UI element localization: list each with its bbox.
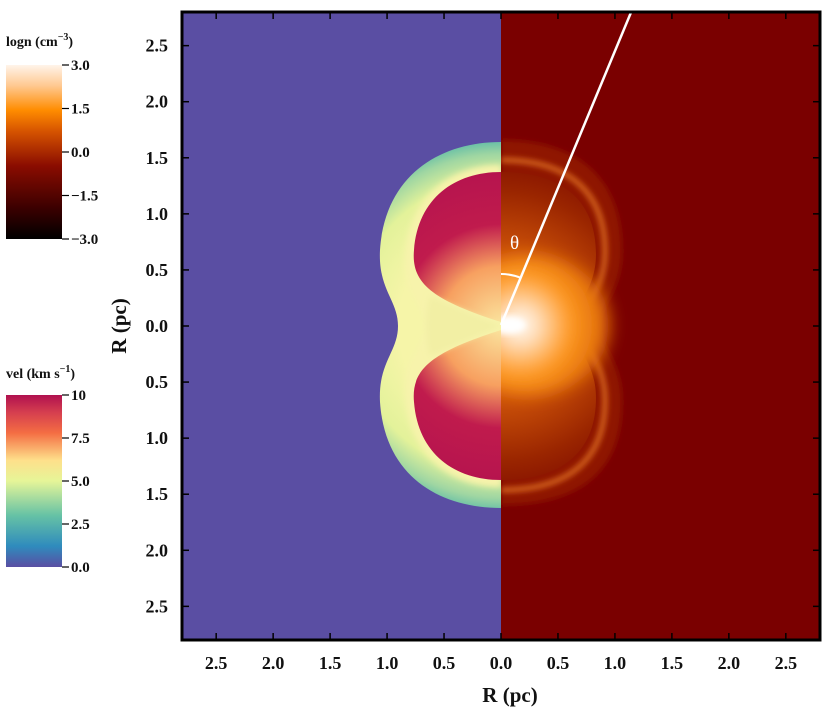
x-tick-label: 1.5 xyxy=(661,653,684,673)
density-central-spot xyxy=(501,316,526,334)
y-axis-title: R (pc) xyxy=(107,298,131,353)
velocity-lower-lobe xyxy=(413,330,501,480)
colorbar-tick-label: 1.5 xyxy=(71,102,90,118)
y-tick-label: 2.0 xyxy=(146,540,169,560)
y-tick-label: 0.5 xyxy=(146,372,169,392)
density-colorbar-gradient xyxy=(6,65,62,239)
x-tick-label: 2.5 xyxy=(205,653,228,673)
colorbar-tick-label: 5.0 xyxy=(71,474,90,490)
y-tick-label: 0.0 xyxy=(146,316,169,336)
velocity-colorbar: vel (km s−1) 10 7.5 5.0 2.5 0.0 xyxy=(6,364,90,576)
colorbar-tick-label: 3.0 xyxy=(71,58,90,74)
y-tick-label: 2.5 xyxy=(146,36,169,56)
y-tick-label: 2.0 xyxy=(146,92,169,112)
y-axis-ticks: 2.5 2.0 1.5 1.0 0.5 0.0 0.5 1.0 1.5 2.0 2.5 xyxy=(146,36,820,616)
y-tick-label: 1.5 xyxy=(146,148,169,168)
density-bright-core xyxy=(501,255,610,395)
density-colorbar-title: logn (cm−3) xyxy=(6,32,73,50)
y-tick-label: 1.5 xyxy=(146,484,169,504)
theta-arc xyxy=(500,272,522,279)
density-colorbar: logn (cm−3) 3.0 1.5 0.0 −1.5 −3.0 xyxy=(6,32,98,248)
theta-label: θ xyxy=(510,233,519,254)
x-tick-label: 2.0 xyxy=(718,653,741,673)
y-tick-label: 1.0 xyxy=(146,428,169,448)
colorbar-tick-label: 0.0 xyxy=(71,560,90,576)
y-tick-label: 0.5 xyxy=(146,260,169,280)
x-axis-ticks: 2.5 2.0 1.5 1.0 0.5 0.0 0.5 1.0 1.5 2.0 2.5 xyxy=(205,12,797,673)
colorbar-tick-label: 10 xyxy=(71,388,86,404)
x-tick-label: 0.0 xyxy=(490,653,513,673)
colorbar-tick-label: −1.5 xyxy=(71,189,98,205)
velocity-colorbar-ticks: 10 7.5 5.0 2.5 0.0 xyxy=(62,388,90,576)
density-half-panel xyxy=(501,12,820,640)
density-colorbar-ticks: 3.0 1.5 0.0 −1.5 −3.0 xyxy=(62,58,98,248)
x-tick-label: 0.5 xyxy=(433,653,456,673)
x-tick-label: 1.0 xyxy=(376,653,399,673)
colorbar-tick-label: 2.5 xyxy=(71,517,90,533)
velocity-colorbar-gradient xyxy=(6,395,62,567)
velocity-colorbar-title: vel (km s−1) xyxy=(6,364,75,382)
y-tick-label: 2.5 xyxy=(146,596,169,616)
x-tick-label: 1.5 xyxy=(319,653,342,673)
x-tick-label: 2.5 xyxy=(775,653,798,673)
colorbar-tick-label: −3.0 xyxy=(71,232,98,248)
simulation-panel: θ xyxy=(182,12,820,640)
velocity-equatorial-cone xyxy=(426,296,501,356)
velocity-half-panel xyxy=(182,12,501,640)
x-tick-label: 0.5 xyxy=(547,653,570,673)
colorbar-tick-label: 7.5 xyxy=(71,431,90,447)
x-tick-label: 1.0 xyxy=(604,653,627,673)
velocity-upper-lobe xyxy=(413,172,501,322)
x-tick-label: 2.0 xyxy=(262,653,285,673)
x-axis-title: R (pc) xyxy=(482,683,537,707)
colorbar-tick-label: 0.0 xyxy=(71,145,90,161)
theta-reference-line xyxy=(499,12,633,326)
y-tick-label: 1.0 xyxy=(146,204,169,224)
